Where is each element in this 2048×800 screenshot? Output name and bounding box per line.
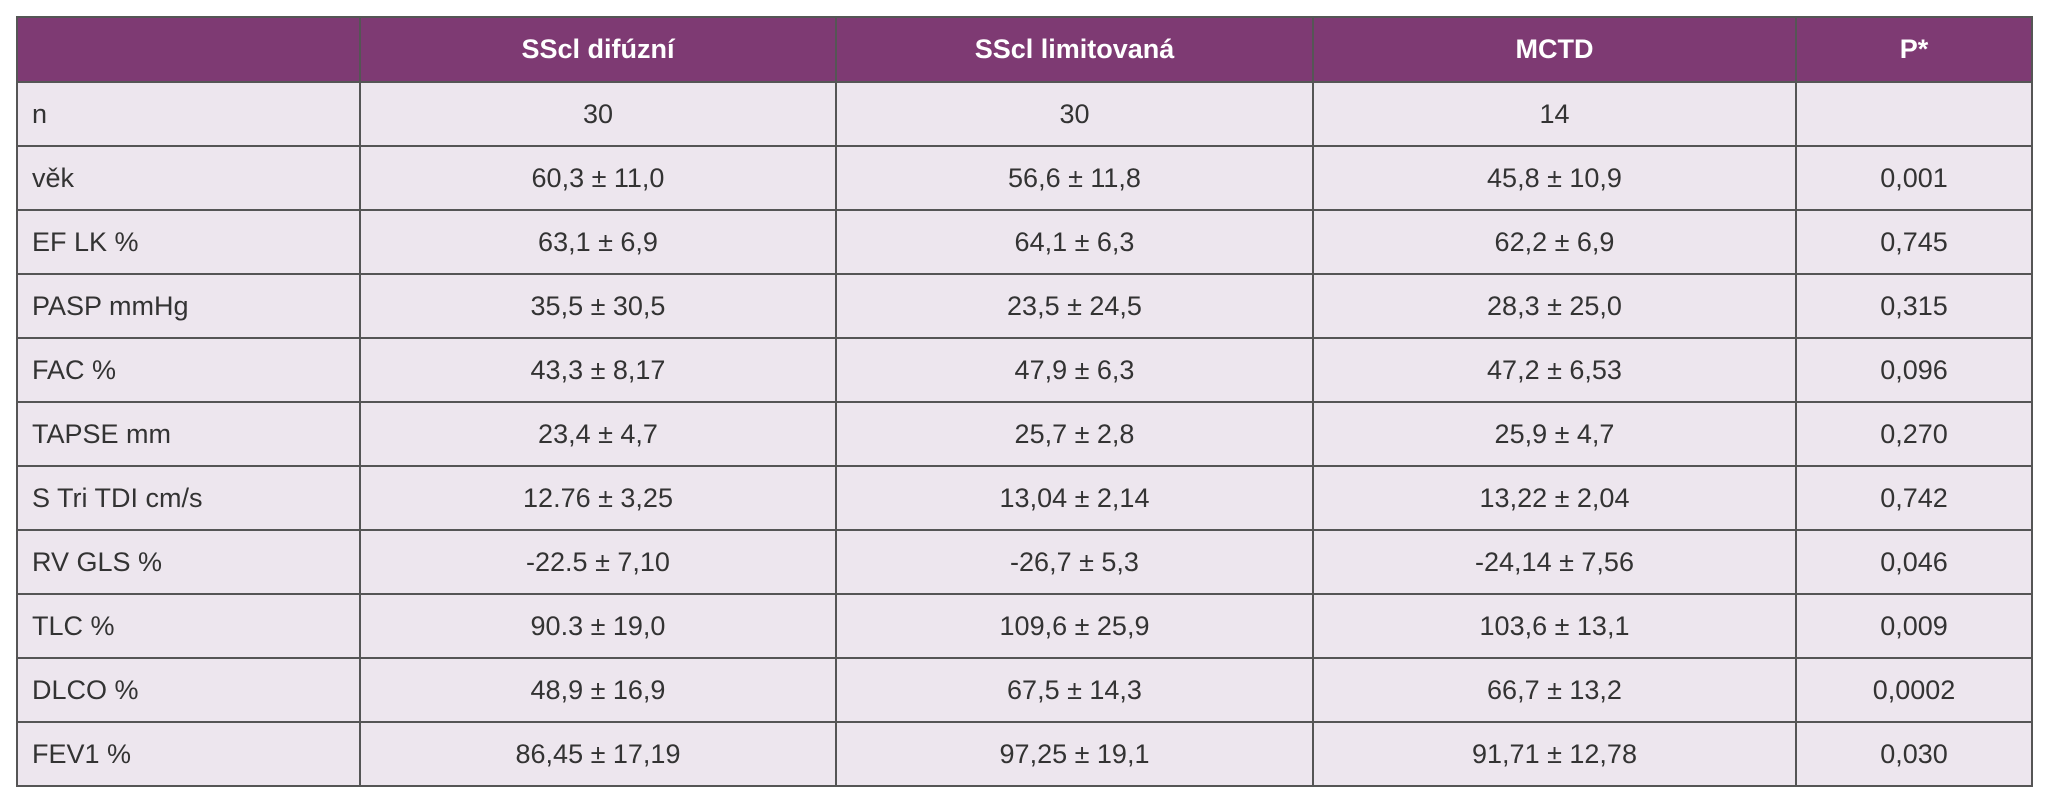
table-cell: 62,2 ± 6,9 bbox=[1312, 209, 1797, 275]
table-cell: 35,5 ± 30,5 bbox=[359, 273, 837, 339]
table-row: věk 60,3 ± 11,0 56,6 ± 11,8 45,8 ± 10,9 0,00… bbox=[16, 145, 2033, 211]
table-cell: 25,7 ± 2,8 bbox=[835, 401, 1314, 467]
table-cell: 47,9 ± 6,3 bbox=[835, 337, 1314, 403]
table-cell: 47,2 ± 6,53 bbox=[1312, 337, 1797, 403]
table-cell: 90.3 ± 19,0 bbox=[359, 593, 837, 659]
table-cell: 0,001 bbox=[1795, 145, 2033, 211]
row-label: TAPSE mm bbox=[16, 401, 361, 467]
table-cell: 63,1 ± 6,9 bbox=[359, 209, 837, 275]
table-cell: -26,7 ± 5,3 bbox=[835, 529, 1314, 595]
table-row: PASP mmHg 35,5 ± 30,5 23,5 ± 24,5 28,3 ± 25… bbox=[16, 273, 2033, 339]
table-row: n 30 30 14 bbox=[16, 81, 2033, 147]
table-cell: 0,0002 bbox=[1795, 657, 2033, 723]
data-table: SScl difúzní SScl limitovaná MCTD P* n 30 30 1… bbox=[16, 16, 2033, 787]
header-cell bbox=[16, 16, 361, 83]
table-row: FEV1 % 86,45 ± 17,19 97,25 ± 19,1 91,71 ± 1… bbox=[16, 721, 2033, 787]
table-cell: 43,3 ± 8,17 bbox=[359, 337, 837, 403]
table-cell: 60,3 ± 11,0 bbox=[359, 145, 837, 211]
table-cell: 30 bbox=[835, 81, 1314, 147]
table-cell: 0,270 bbox=[1795, 401, 2033, 467]
row-label: DLCO % bbox=[16, 657, 361, 723]
table-cell: 64,1 ± 6,3 bbox=[835, 209, 1314, 275]
table-cell: 0,096 bbox=[1795, 337, 2033, 403]
table-cell: 0,046 bbox=[1795, 529, 2033, 595]
table-cell: 45,8 ± 10,9 bbox=[1312, 145, 1797, 211]
table-cell: 86,45 ± 17,19 bbox=[359, 721, 837, 787]
table-cell: 0,745 bbox=[1795, 209, 2033, 275]
row-label: FEV1 % bbox=[16, 721, 361, 787]
table-cell: 12.76 ± 3,25 bbox=[359, 465, 837, 531]
table-cell: 0,315 bbox=[1795, 273, 2033, 339]
table-cell: 13,22 ± 2,04 bbox=[1312, 465, 1797, 531]
table-cell: 23,4 ± 4,7 bbox=[359, 401, 837, 467]
row-label: EF LK % bbox=[16, 209, 361, 275]
table-cell: 28,3 ± 25,0 bbox=[1312, 273, 1797, 339]
table-cell: 103,6 ± 13,1 bbox=[1312, 593, 1797, 659]
table-cell: 97,25 ± 19,1 bbox=[835, 721, 1314, 787]
table-row: DLCO % 48,9 ± 16,9 67,5 ± 14,3 66,7 ± 13,2 0… bbox=[16, 657, 2033, 723]
table-cell: 30 bbox=[359, 81, 837, 147]
row-label: TLC % bbox=[16, 593, 361, 659]
table-body: n 30 30 14 věk 60,3 ± 11,0 56,6 ± 11,8 45,8 ± 1… bbox=[16, 81, 2033, 787]
table-row: S Tri TDI cm/s 12.76 ± 3,25 13,04 ± 2,14 13… bbox=[16, 465, 2033, 531]
table-cell: 109,6 ± 25,9 bbox=[835, 593, 1314, 659]
table-row: TLC % 90.3 ± 19,0 109,6 ± 25,9 103,6 ± 13,1… bbox=[16, 593, 2033, 659]
row-label: PASP mmHg bbox=[16, 273, 361, 339]
header-cell: P* bbox=[1795, 16, 2033, 83]
table-cell: 25,9 ± 4,7 bbox=[1312, 401, 1797, 467]
table-row: EF LK % 63,1 ± 6,9 64,1 ± 6,3 62,2 ± 6,9 0,7… bbox=[16, 209, 2033, 275]
table-cell: 0,742 bbox=[1795, 465, 2033, 531]
table-cell: -22.5 ± 7,10 bbox=[359, 529, 837, 595]
table-cell: 23,5 ± 24,5 bbox=[835, 273, 1314, 339]
header-cell: SScl difúzní bbox=[359, 16, 837, 83]
table-cell bbox=[1795, 81, 2033, 147]
table-cell: 0,009 bbox=[1795, 593, 2033, 659]
header-row: SScl difúzní SScl limitovaná MCTD P* bbox=[16, 16, 2033, 83]
table-cell: -24,14 ± 7,56 bbox=[1312, 529, 1797, 595]
table-row: RV GLS % -22.5 ± 7,10 -26,7 ± 5,3 -24,14 ± … bbox=[16, 529, 2033, 595]
header-cell: MCTD bbox=[1312, 16, 1797, 83]
table-cell: 91,71 ± 12,78 bbox=[1312, 721, 1797, 787]
table-cell: 66,7 ± 13,2 bbox=[1312, 657, 1797, 723]
row-label: FAC % bbox=[16, 337, 361, 403]
table-cell: 0,030 bbox=[1795, 721, 2033, 787]
table-cell: 67,5 ± 14,3 bbox=[835, 657, 1314, 723]
row-label: věk bbox=[16, 145, 361, 211]
table-cell: 13,04 ± 2,14 bbox=[835, 465, 1314, 531]
table-cell: 48,9 ± 16,9 bbox=[359, 657, 837, 723]
row-label: RV GLS % bbox=[16, 529, 361, 595]
header-cell: SScl limitovaná bbox=[835, 16, 1314, 83]
table-cell: 14 bbox=[1312, 81, 1797, 147]
table-row: FAC % 43,3 ± 8,17 47,9 ± 6,3 47,2 ± 6,53 0,0… bbox=[16, 337, 2033, 403]
table-row: TAPSE mm 23,4 ± 4,7 25,7 ± 2,8 25,9 ± 4,7 0,… bbox=[16, 401, 2033, 467]
row-label: n bbox=[16, 81, 361, 147]
table-cell: 56,6 ± 11,8 bbox=[835, 145, 1314, 211]
row-label: S Tri TDI cm/s bbox=[16, 465, 361, 531]
